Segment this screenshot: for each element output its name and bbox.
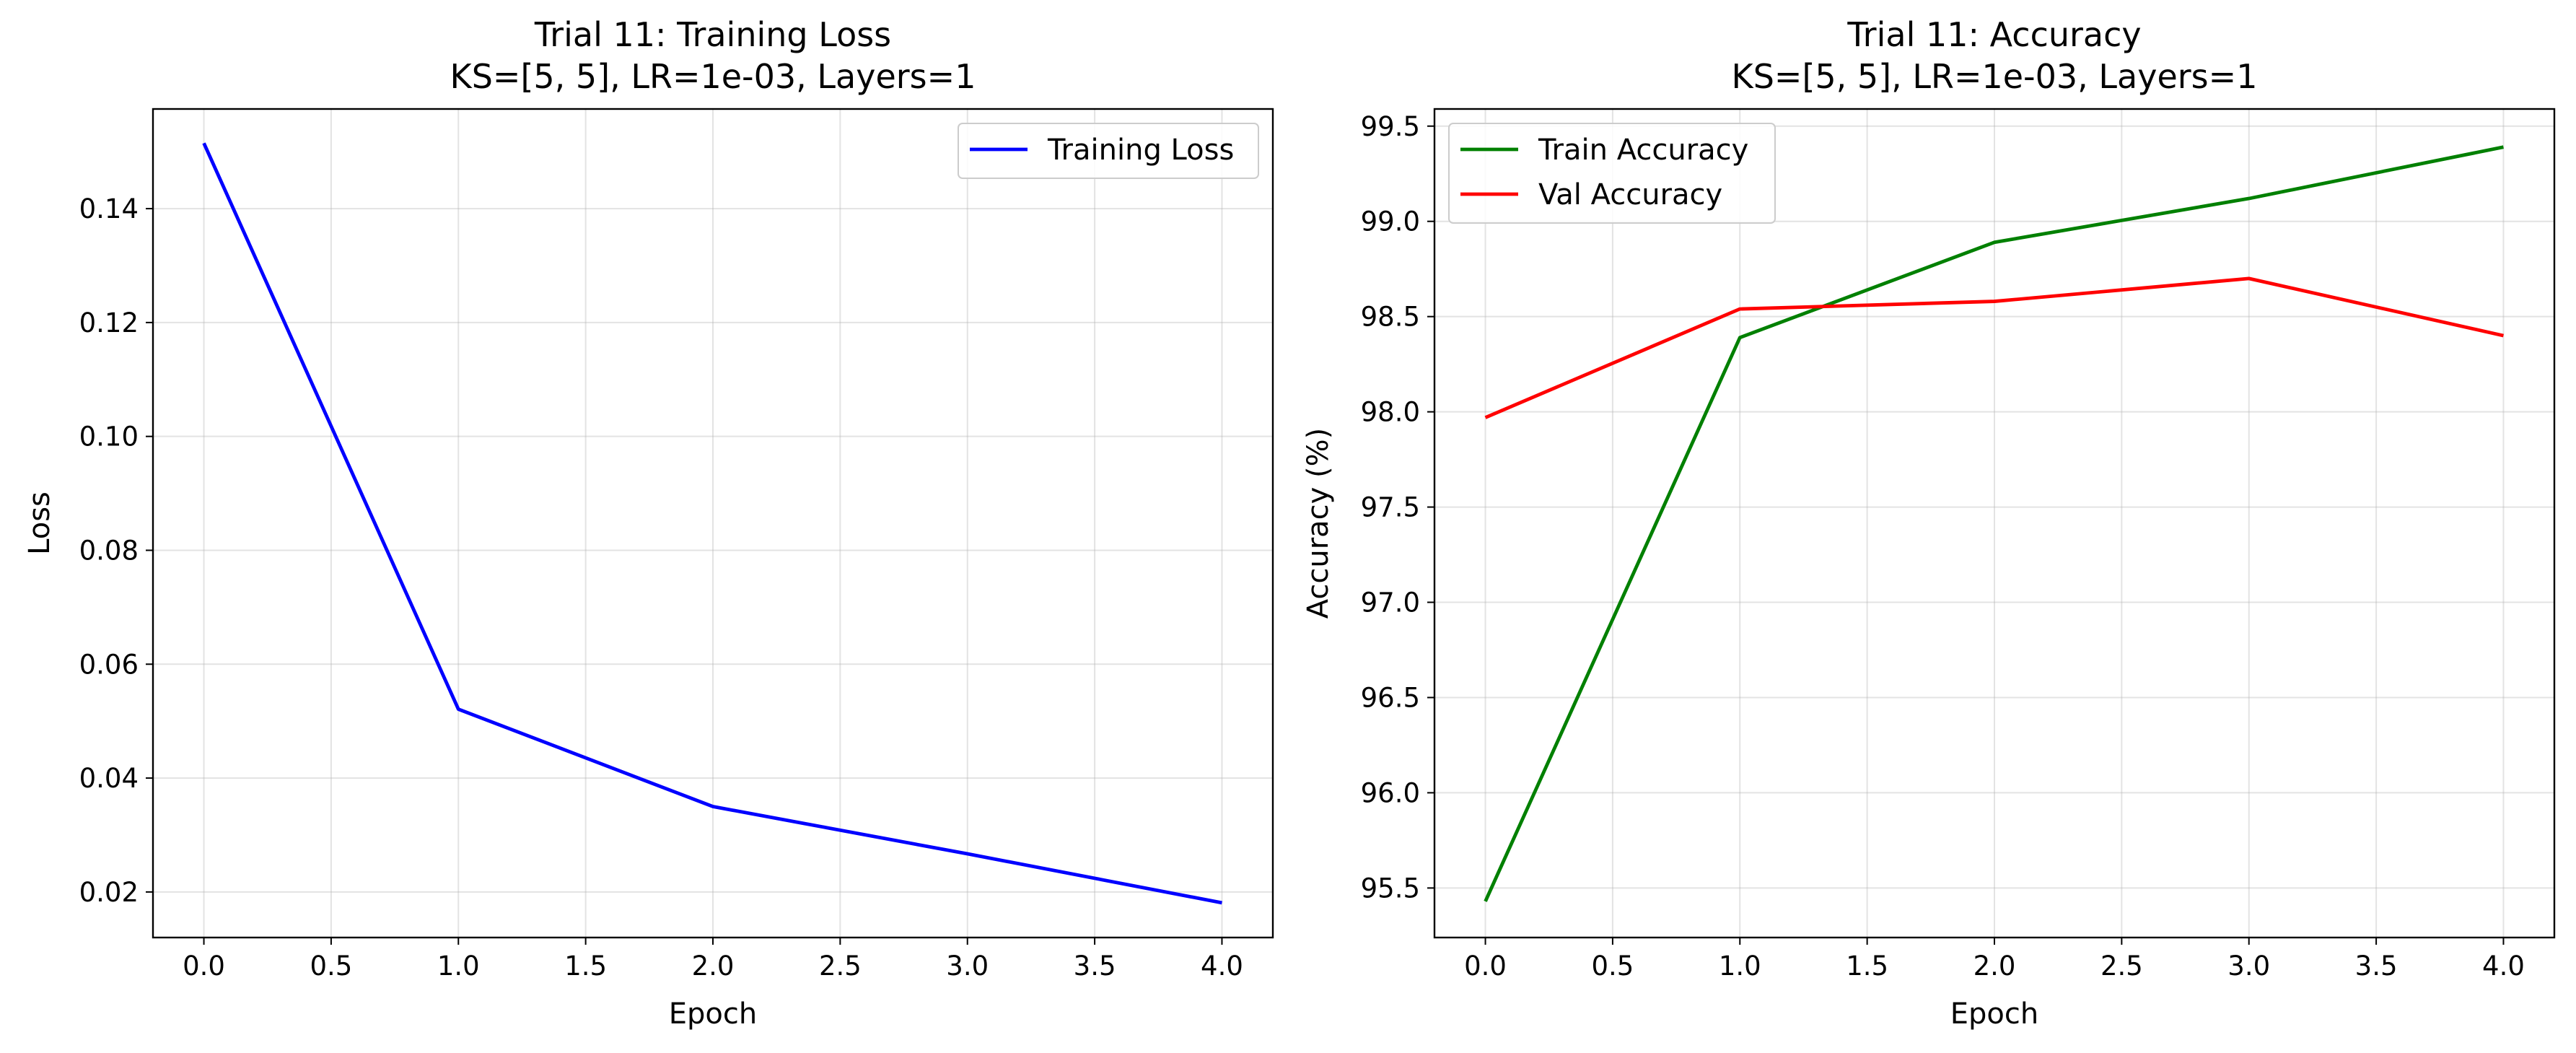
accuracy-chart-y-tick-label: 98.5 [1361,302,1420,333]
accuracy-chart-x-axis-label: Epoch [1950,997,2038,1031]
accuracy-chart: Trial 11: Accuracy KS=[5, 5], LR=1e-03, … [1302,15,2556,1031]
loss-chart-x-tick-label: 0.5 [310,951,352,982]
accuracy-chart-legend: Train Accuracy Val Accuracy [1448,123,1776,224]
loss-chart-y-tick-label: 0.06 [79,649,139,680]
loss-chart-legend-label: Training Loss [1047,134,1234,167]
accuracy-chart-x-tick-label: 1.5 [1846,951,1888,982]
loss-chart-legend-box [958,123,1259,179]
loss-chart-y-tick-label: 0.14 [79,193,139,224]
loss-chart-title-line1: Trial 11: Training Loss [534,15,891,54]
accuracy-chart-series-1 [1484,276,2504,419]
accuracy-chart-y-axis-label: Accuracy (%) [1302,428,1335,619]
loss-chart-series-0 [202,142,1222,905]
accuracy-chart-x-tick-label: 0.5 [1591,951,1634,982]
accuracy-chart-y-tick-label: 97.5 [1361,492,1420,523]
accuracy-chart-y-tick-label: 96.5 [1361,682,1420,713]
loss-chart-x-tick-label: 0.0 [183,951,225,982]
loss-chart-x-tick-label: 2.5 [819,951,862,982]
loss-chart-x-tick-label: 2.0 [692,951,735,982]
accuracy-chart-legend-label: Train Accuracy [1538,134,1748,167]
accuracy-chart-legend-box [1448,123,1776,224]
accuracy-chart-title-line2: KS=[5, 5], LR=1e-03, Layers=1 [1732,57,2258,96]
loss-chart-x-tick-label: 1.5 [564,951,607,982]
loss-chart-x-tick-label: 1.0 [437,951,480,982]
loss-chart-y-tick-label: 0.04 [79,763,139,794]
loss-chart-x-axis-label: Epoch [669,997,757,1031]
accuracy-chart-x-tick-label: 0.0 [1464,951,1507,982]
loss-chart: Trial 11: Training Loss KS=[5, 5], LR=1e… [23,15,1274,1031]
accuracy-chart-y-tick-label: 99.0 [1361,206,1420,237]
loss-chart-x-tick-label: 4.0 [1201,951,1243,982]
accuracy-chart-x-tick-label: 3.0 [2227,951,2270,982]
loss-chart-y-axis-label: Loss [23,491,56,555]
loss-chart-y-tick-label: 0.12 [79,307,139,338]
accuracy-chart-y-tick-label: 96.0 [1361,777,1420,808]
loss-chart-y-tick-label: 0.10 [79,421,139,453]
accuracy-chart-x-tick-label: 2.0 [1973,951,2016,982]
loss-chart-x-tick-label: 3.5 [1074,951,1116,982]
accuracy-chart-x-tick-label: 4.0 [2482,951,2525,982]
accuracy-chart-y-tick-label: 97.0 [1361,587,1420,619]
loss-chart-y-tick-label: 0.02 [79,877,139,908]
loss-chart-y-tick-label: 0.08 [79,535,139,566]
accuracy-chart-x-tick-label: 3.5 [2355,951,2398,982]
accuracy-chart-series-0 [1484,145,2504,902]
accuracy-chart-y-tick-label: 98.0 [1361,397,1420,428]
accuracy-chart-y-tick-label: 95.5 [1361,873,1420,904]
loss-chart-x-tick-label: 3.0 [946,951,989,982]
accuracy-chart-x-tick-label: 2.5 [2100,951,2143,982]
loss-chart-title-line2: KS=[5, 5], LR=1e-03, Layers=1 [450,57,976,96]
accuracy-chart-legend-label: Val Accuracy [1538,178,1722,211]
accuracy-chart-x-tick-label: 1.0 [1719,951,1761,982]
accuracy-chart-title-line1: Trial 11: Accuracy [1846,15,2141,54]
accuracy-chart-y-tick-label: 99.5 [1361,111,1420,142]
loss-chart-legend: Training Loss [958,123,1259,179]
